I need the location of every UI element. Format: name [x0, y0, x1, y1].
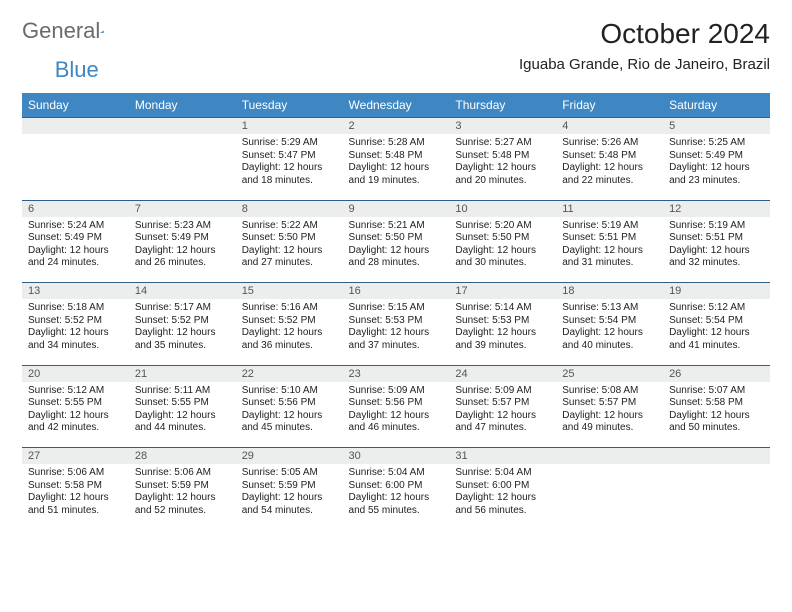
day-content-cell: Sunrise: 5:07 AMSunset: 5:58 PMDaylight:… [663, 382, 770, 448]
location: Iguaba Grande, Rio de Janeiro, Brazil [519, 56, 770, 73]
day-header: Thursday [449, 93, 556, 118]
day-header: Friday [556, 93, 663, 118]
day-content-cell: Sunrise: 5:22 AMSunset: 5:50 PMDaylight:… [236, 217, 343, 283]
calendar-body: 12345 Sunrise: 5:29 AMSunset: 5:47 PMDay… [22, 118, 770, 531]
day-content-cell: Sunrise: 5:15 AMSunset: 5:53 PMDaylight:… [343, 299, 450, 365]
day-number-cell [129, 118, 236, 135]
day-number-cell: 27 [22, 448, 129, 465]
day-content-row: Sunrise: 5:29 AMSunset: 5:47 PMDaylight:… [22, 134, 770, 200]
title-block: October 2024 Iguaba Grande, Rio de Janei… [519, 18, 770, 73]
day-content-cell: Sunrise: 5:09 AMSunset: 5:56 PMDaylight:… [343, 382, 450, 448]
day-content-cell [663, 464, 770, 530]
day-content-cell: Sunrise: 5:23 AMSunset: 5:49 PMDaylight:… [129, 217, 236, 283]
day-number-row: 20212223242526 [22, 365, 770, 382]
day-number-cell: 13 [22, 283, 129, 300]
day-number-cell: 29 [236, 448, 343, 465]
day-number-cell: 30 [343, 448, 450, 465]
day-number-cell: 21 [129, 365, 236, 382]
day-number-row: 12345 [22, 118, 770, 135]
day-content-cell: Sunrise: 5:18 AMSunset: 5:52 PMDaylight:… [22, 299, 129, 365]
day-content-cell: Sunrise: 5:26 AMSunset: 5:48 PMDaylight:… [556, 134, 663, 200]
day-number-cell: 20 [22, 365, 129, 382]
day-content-cell: Sunrise: 5:29 AMSunset: 5:47 PMDaylight:… [236, 134, 343, 200]
day-number-cell: 10 [449, 200, 556, 217]
day-number-cell: 19 [663, 283, 770, 300]
day-number-cell: 26 [663, 365, 770, 382]
day-number-cell: 22 [236, 365, 343, 382]
day-number-cell: 1 [236, 118, 343, 135]
day-content-cell: Sunrise: 5:19 AMSunset: 5:51 PMDaylight:… [663, 217, 770, 283]
day-number-row: 13141516171819 [22, 283, 770, 300]
day-content-cell: Sunrise: 5:14 AMSunset: 5:53 PMDaylight:… [449, 299, 556, 365]
day-content-row: Sunrise: 5:24 AMSunset: 5:49 PMDaylight:… [22, 217, 770, 283]
logo: General [22, 18, 126, 44]
day-number-row: 6789101112 [22, 200, 770, 217]
day-number-cell [556, 448, 663, 465]
day-number-cell: 4 [556, 118, 663, 135]
day-content-cell: Sunrise: 5:24 AMSunset: 5:49 PMDaylight:… [22, 217, 129, 283]
day-number-cell [22, 118, 129, 135]
day-content-cell: Sunrise: 5:17 AMSunset: 5:52 PMDaylight:… [129, 299, 236, 365]
day-number-cell: 23 [343, 365, 450, 382]
day-number-cell: 12 [663, 200, 770, 217]
day-header: Monday [129, 93, 236, 118]
day-content-cell [556, 464, 663, 530]
day-number-cell: 14 [129, 283, 236, 300]
day-header: Tuesday [236, 93, 343, 118]
day-number-cell: 8 [236, 200, 343, 217]
day-content-cell: Sunrise: 5:27 AMSunset: 5:48 PMDaylight:… [449, 134, 556, 200]
day-header: Saturday [663, 93, 770, 118]
calendar-header-row: SundayMondayTuesdayWednesdayThursdayFrid… [22, 93, 770, 118]
day-content-cell: Sunrise: 5:09 AMSunset: 5:57 PMDaylight:… [449, 382, 556, 448]
day-content-row: Sunrise: 5:06 AMSunset: 5:58 PMDaylight:… [22, 464, 770, 530]
logo-triangle-icon [100, 23, 104, 41]
day-content-cell: Sunrise: 5:06 AMSunset: 5:59 PMDaylight:… [129, 464, 236, 530]
day-number-cell: 17 [449, 283, 556, 300]
day-number-cell: 6 [22, 200, 129, 217]
day-number-cell: 11 [556, 200, 663, 217]
day-content-cell: Sunrise: 5:11 AMSunset: 5:55 PMDaylight:… [129, 382, 236, 448]
day-number-cell: 18 [556, 283, 663, 300]
day-content-cell: Sunrise: 5:06 AMSunset: 5:58 PMDaylight:… [22, 464, 129, 530]
day-number-cell: 3 [449, 118, 556, 135]
day-content-cell: Sunrise: 5:04 AMSunset: 6:00 PMDaylight:… [449, 464, 556, 530]
day-number-cell [663, 448, 770, 465]
day-number-cell: 9 [343, 200, 450, 217]
day-number-cell: 15 [236, 283, 343, 300]
day-content-cell: Sunrise: 5:28 AMSunset: 5:48 PMDaylight:… [343, 134, 450, 200]
day-content-cell: Sunrise: 5:20 AMSunset: 5:50 PMDaylight:… [449, 217, 556, 283]
day-number-cell: 7 [129, 200, 236, 217]
day-header: Wednesday [343, 93, 450, 118]
calendar-table: SundayMondayTuesdayWednesdayThursdayFrid… [22, 93, 770, 530]
day-number-cell: 25 [556, 365, 663, 382]
day-content-row: Sunrise: 5:18 AMSunset: 5:52 PMDaylight:… [22, 299, 770, 365]
day-content-row: Sunrise: 5:12 AMSunset: 5:55 PMDaylight:… [22, 382, 770, 448]
logo-text-blue: Blue [55, 57, 99, 83]
day-header: Sunday [22, 93, 129, 118]
day-number-cell: 28 [129, 448, 236, 465]
day-content-cell: Sunrise: 5:08 AMSunset: 5:57 PMDaylight:… [556, 382, 663, 448]
day-content-cell: Sunrise: 5:04 AMSunset: 6:00 PMDaylight:… [343, 464, 450, 530]
day-number-cell: 16 [343, 283, 450, 300]
logo-text-general: General [22, 18, 100, 44]
day-content-cell: Sunrise: 5:16 AMSunset: 5:52 PMDaylight:… [236, 299, 343, 365]
day-number-cell: 24 [449, 365, 556, 382]
day-content-cell: Sunrise: 5:25 AMSunset: 5:49 PMDaylight:… [663, 134, 770, 200]
day-number-row: 2728293031 [22, 448, 770, 465]
day-content-cell: Sunrise: 5:19 AMSunset: 5:51 PMDaylight:… [556, 217, 663, 283]
month-title: October 2024 [519, 18, 770, 50]
day-number-cell: 2 [343, 118, 450, 135]
day-content-cell: Sunrise: 5:10 AMSunset: 5:56 PMDaylight:… [236, 382, 343, 448]
day-number-cell: 31 [449, 448, 556, 465]
day-content-cell: Sunrise: 5:21 AMSunset: 5:50 PMDaylight:… [343, 217, 450, 283]
day-content-cell [129, 134, 236, 200]
day-content-cell: Sunrise: 5:12 AMSunset: 5:54 PMDaylight:… [663, 299, 770, 365]
day-content-cell: Sunrise: 5:13 AMSunset: 5:54 PMDaylight:… [556, 299, 663, 365]
day-number-cell: 5 [663, 118, 770, 135]
day-content-cell: Sunrise: 5:12 AMSunset: 5:55 PMDaylight:… [22, 382, 129, 448]
day-content-cell: Sunrise: 5:05 AMSunset: 5:59 PMDaylight:… [236, 464, 343, 530]
day-content-cell [22, 134, 129, 200]
